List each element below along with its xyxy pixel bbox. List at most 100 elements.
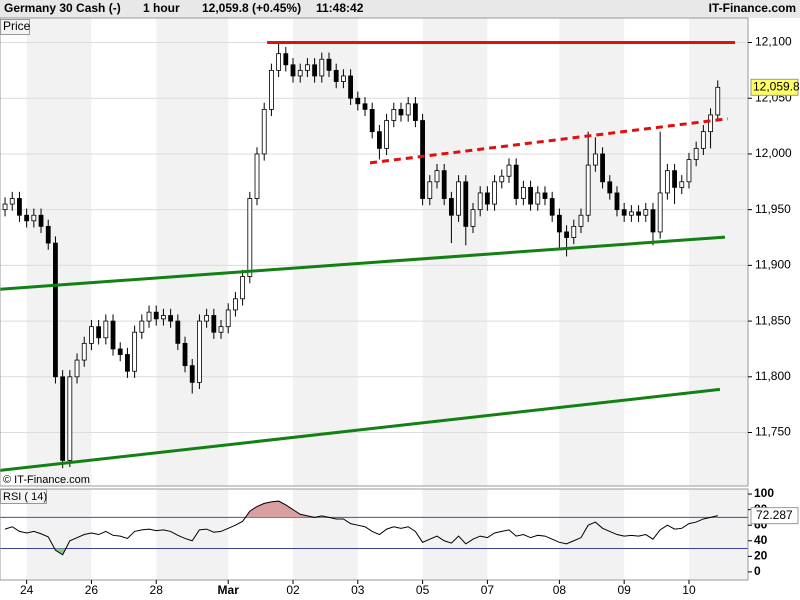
candle-body [650,209,656,233]
candle-body [240,276,246,300]
candle-body [348,75,354,99]
candle-body [53,242,58,378]
candle-body [319,58,325,77]
interval: 1 hour [143,1,180,15]
day-band [559,489,625,580]
candle-body [197,320,202,383]
candle-body [585,164,591,216]
candle-body [592,153,598,166]
rsi-frame [0,488,749,581]
candle-body [643,209,649,216]
candle-body [74,359,80,378]
day-band [422,18,488,486]
candle-body [225,309,231,328]
candle-body [384,120,389,149]
day-band [422,489,488,580]
source: IT-Finance.com [709,1,796,15]
rsi-y-tick-label: 100 [754,486,774,500]
candle-body [621,209,627,216]
candle-body [139,320,145,333]
candle-body [17,198,22,216]
x-tick-label: 02 [286,583,300,597]
candle-body [528,186,533,205]
x-tick-label: 09 [617,583,631,597]
candle-body [153,311,159,320]
candle-body [484,192,490,205]
watermark: © IT-Finance.com [3,474,90,486]
rsi-last-box [750,507,799,525]
candle-body [556,214,562,233]
candle-body [9,198,15,205]
candle-body [664,170,670,194]
candle-body [38,214,44,227]
rsi-y-tick-label: 0 [754,564,761,578]
trend-line [0,235,726,291]
candle-body [398,108,404,116]
candle-body [276,53,282,71]
candle-body [312,64,318,77]
candle-body [477,192,483,211]
candle-body [571,225,577,238]
day-band [26,18,92,486]
y-tick-label: 11,800 [755,369,791,383]
price-frame [0,17,749,487]
last-price-label: 12,059.8 [753,79,800,93]
candle-body [520,186,526,199]
candle-body [700,131,706,149]
candle-body [269,69,274,110]
x-tick-label: Mar [218,583,240,597]
candle-body [67,376,73,461]
y-tick-label: 11,950 [755,202,791,216]
candle-body [326,58,332,71]
candle-body [110,320,116,350]
candle-body [463,181,469,227]
candle-body [189,365,195,383]
candle-body [636,211,641,216]
candle-body [355,97,361,105]
candle-body [168,315,174,322]
candle-body [679,181,685,188]
candle-body [686,159,692,183]
candle-body [708,114,713,133]
candle-body [305,64,310,71]
x-tick-label: 10 [682,583,696,597]
candle-body [434,170,440,183]
y-tick-label: 11,850 [755,313,791,327]
candle-body [693,147,699,160]
candle-body [341,75,346,82]
time: 11:48:42 [316,1,364,15]
candle-body [391,108,397,121]
candle-body [175,320,181,344]
candle-body [96,326,102,339]
candle-body [405,103,411,116]
candle-body [362,103,368,110]
candle-body [261,108,267,155]
candle-body [254,153,260,199]
candle-body [60,376,66,461]
candle-body [297,69,303,77]
candle-body [412,103,418,121]
last-price-box [750,78,799,96]
candle-body [549,198,555,216]
candle-body [614,192,620,211]
candle-body [45,225,51,244]
day-band [156,489,229,580]
candle-body [290,64,296,77]
header-bar [0,0,800,18]
candle-body [420,120,425,199]
candle-body [448,198,454,216]
candle-body [233,298,238,311]
y-tick-label: 12,100 [755,35,792,49]
candle-body [492,181,497,205]
candle-body [283,53,289,66]
plot [0,41,736,556]
candle-body [470,209,476,227]
day-band [293,18,358,486]
rsi-y-tick-label: 20 [754,549,768,563]
y-tick-label: 11,750 [755,425,791,439]
candle-body [2,203,8,211]
day-band [559,18,625,486]
candle-body [333,69,339,82]
